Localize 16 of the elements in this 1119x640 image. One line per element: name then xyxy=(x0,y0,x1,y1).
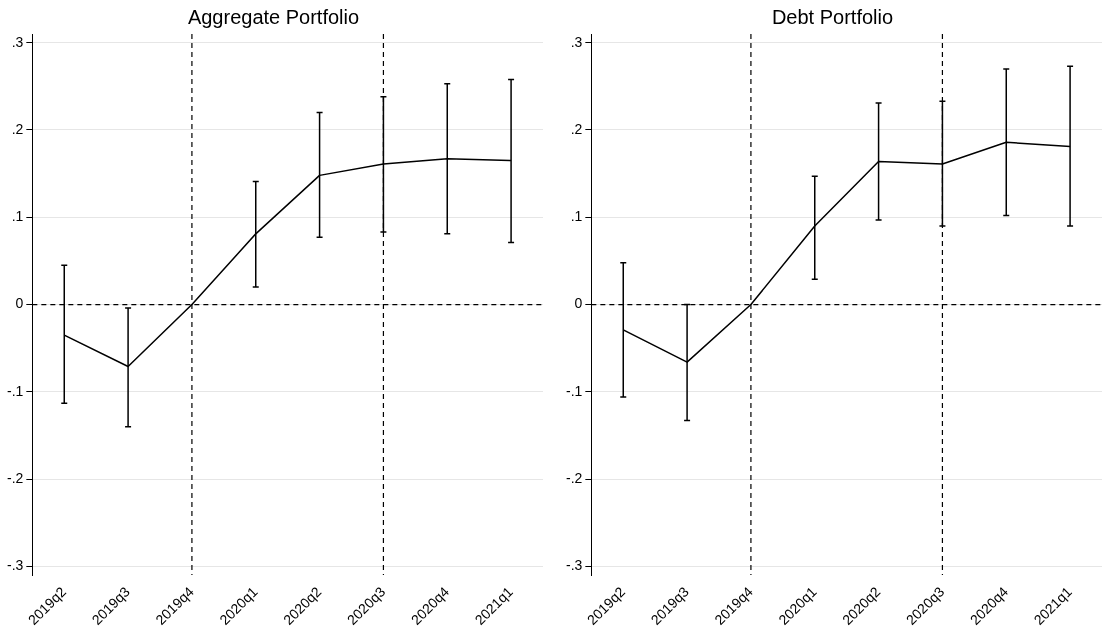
y-tick-label: -.2 xyxy=(565,469,583,486)
y-tick-label: -.3 xyxy=(6,557,24,574)
y-tick-label: -.2 xyxy=(6,469,24,486)
y-tick-label: .3 xyxy=(11,33,24,50)
y-tick-label: .3 xyxy=(570,33,583,50)
y-tick-label: -.1 xyxy=(565,382,583,399)
y-tick-label: 0 xyxy=(574,295,583,312)
chart-title: Aggregate Portfolio xyxy=(187,5,360,28)
y-tick-label: .2 xyxy=(11,120,24,137)
y-tick-label: .1 xyxy=(11,208,24,225)
y-tick-label: .1 xyxy=(570,208,583,225)
chart-title: Debt Portfolio xyxy=(771,5,894,28)
y-tick-label: 0 xyxy=(15,295,24,312)
y-tick-label: -.1 xyxy=(6,382,24,399)
y-tick-label: -.3 xyxy=(565,557,583,574)
y-tick-label: .2 xyxy=(570,120,583,137)
